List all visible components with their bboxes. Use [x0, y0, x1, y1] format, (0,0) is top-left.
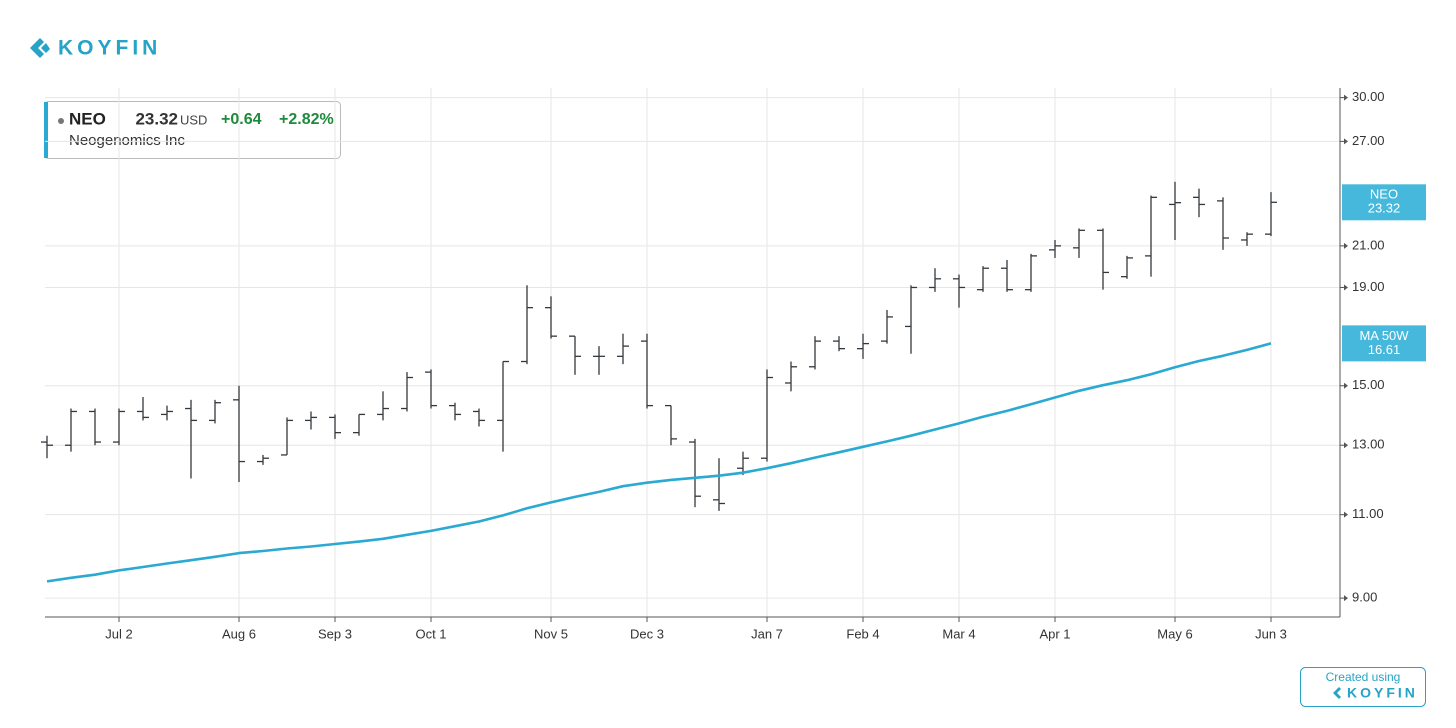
y-tick-arrow — [1344, 242, 1348, 249]
currency: USD — [180, 112, 207, 127]
badge-box — [1342, 325, 1426, 362]
logo-icon — [30, 38, 44, 58]
quote-accent — [44, 102, 48, 158]
plot-area: 9.00 11.00 13.00 15.00 19.00 21.00 27.00 30.00 J… — [41, 88, 1426, 641]
footer-badge: Created using KOYFIN — [1300, 667, 1426, 707]
footer-frame — [1300, 667, 1426, 707]
x-tick-label: Aug 6 — [222, 626, 256, 641]
x-tick-label: Feb 4 — [846, 626, 879, 641]
x-tick-label: Jan 7 — [751, 626, 783, 641]
y-tick-label: 30.00 — [1352, 89, 1385, 104]
footer-logo: KOYFIN — [1347, 685, 1418, 701]
company: Neogenomics Inc — [69, 132, 185, 149]
price: 23.32 — [135, 109, 178, 128]
y-tick-arrow — [1344, 442, 1348, 449]
x-tick-label: May 6 — [1157, 626, 1192, 641]
y-tick-arrow — [1344, 382, 1348, 389]
badge-value: 23.32 — [1368, 201, 1401, 216]
change-percent: +2.82% — [279, 111, 334, 128]
y-tick-label: 11.00 — [1352, 506, 1384, 521]
x-tick-label: Mar 4 — [942, 626, 975, 641]
x-tick-label: Nov 5 — [534, 626, 568, 641]
badge-name: MA 50W — [1359, 328, 1409, 343]
x-tick-label: Oct 1 — [415, 626, 446, 641]
y-tick-arrow — [1344, 284, 1348, 291]
y-tick-label: 15.00 — [1352, 377, 1385, 392]
y-tick-label: 9.00 — [1352, 590, 1377, 605]
quote-box: NEO 23.32 USD +0.64 +2.82% Neogenomics I… — [44, 101, 341, 159]
badge-value: 16.61 — [1368, 342, 1401, 357]
logo: KOYFIN — [30, 37, 161, 60]
symbol: NEO — [69, 109, 106, 128]
x-tick-label: Jul 2 — [105, 626, 132, 641]
y-tick-label: 19.00 — [1352, 279, 1385, 294]
y-tick-arrow — [1344, 138, 1348, 145]
y-tick-arrow — [1344, 595, 1348, 602]
logo-icon — [41, 43, 50, 53]
x-tick-label: Jun 3 — [1255, 626, 1287, 641]
footer-caption: Created using — [1326, 670, 1401, 684]
y-tick-label: 21.00 — [1352, 237, 1385, 252]
logo-text: KOYFIN — [58, 37, 161, 60]
change: +0.64 — [221, 111, 262, 128]
status-dot — [58, 118, 64, 124]
x-tick-label: Sep 3 — [318, 626, 352, 641]
badge-name: NEO — [1370, 187, 1398, 202]
x-tick-label: Apr 1 — [1039, 626, 1070, 641]
y-tick-arrow — [1344, 511, 1348, 518]
y-tick-arrow — [1344, 94, 1348, 101]
x-tick-label: Dec 3 — [630, 626, 664, 641]
footer-icon — [1333, 687, 1341, 699]
y-tick-label: 27.00 — [1352, 133, 1385, 148]
moving-average-line — [46, 342, 1272, 583]
badge-box — [1342, 184, 1426, 221]
y-tick-label: 13.00 — [1352, 437, 1385, 452]
